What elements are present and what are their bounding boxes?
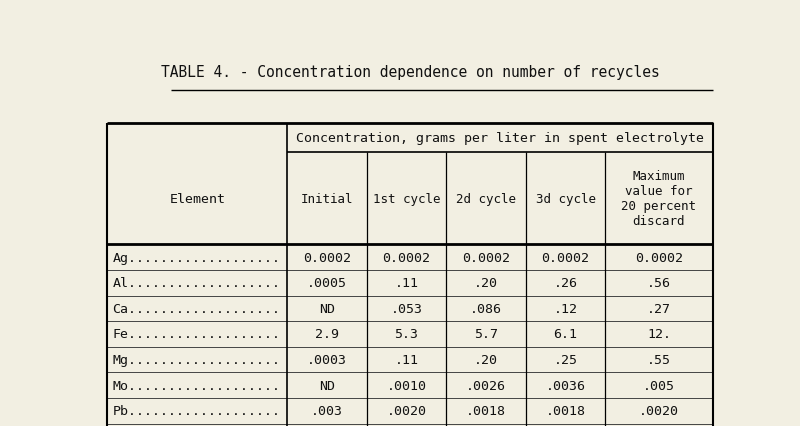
Text: .25: .25 bbox=[554, 353, 578, 366]
Text: .005: .005 bbox=[643, 379, 675, 392]
Text: Element: Element bbox=[170, 192, 226, 205]
Text: Ag...................: Ag................... bbox=[112, 251, 280, 264]
Text: .20: .20 bbox=[474, 276, 498, 290]
Text: TABLE 4. - Concentration dependence on number of recycles: TABLE 4. - Concentration dependence on n… bbox=[161, 65, 659, 80]
Text: 1st cycle: 1st cycle bbox=[373, 192, 440, 205]
Text: 6.1: 6.1 bbox=[554, 328, 578, 341]
Text: .0018: .0018 bbox=[466, 404, 506, 417]
Text: Maximum
value for
20 percent
discard: Maximum value for 20 percent discard bbox=[622, 170, 697, 227]
Text: Pb...................: Pb................... bbox=[112, 404, 280, 417]
Text: 3d cycle: 3d cycle bbox=[536, 192, 596, 205]
Text: 0.0002: 0.0002 bbox=[462, 251, 510, 264]
Text: .0026: .0026 bbox=[466, 379, 506, 392]
Text: .0010: .0010 bbox=[386, 379, 426, 392]
Text: .26: .26 bbox=[554, 276, 578, 290]
Text: Ca...................: Ca................... bbox=[112, 302, 280, 315]
Text: 0.0002: 0.0002 bbox=[382, 251, 430, 264]
Text: Concentration, grams per liter in spent electrolyte: Concentration, grams per liter in spent … bbox=[296, 132, 704, 144]
Text: Al...................: Al................... bbox=[112, 276, 280, 290]
Text: .0003: .0003 bbox=[307, 353, 347, 366]
Text: .053: .053 bbox=[390, 302, 422, 315]
Text: .0020: .0020 bbox=[639, 404, 679, 417]
Text: Fe...................: Fe................... bbox=[112, 328, 280, 341]
Text: .11: .11 bbox=[394, 353, 418, 366]
Text: Initial: Initial bbox=[301, 192, 354, 205]
Text: 12.: 12. bbox=[647, 328, 671, 341]
Text: .27: .27 bbox=[647, 302, 671, 315]
Text: .0005: .0005 bbox=[307, 276, 347, 290]
Text: .0020: .0020 bbox=[386, 404, 426, 417]
Text: ND: ND bbox=[319, 379, 335, 392]
Text: ND: ND bbox=[319, 302, 335, 315]
Text: 5.3: 5.3 bbox=[394, 328, 418, 341]
Text: .003: .003 bbox=[311, 404, 343, 417]
Text: 2.9: 2.9 bbox=[315, 328, 339, 341]
Text: 2d cycle: 2d cycle bbox=[456, 192, 516, 205]
Text: 5.7: 5.7 bbox=[474, 328, 498, 341]
Text: .56: .56 bbox=[647, 276, 671, 290]
Text: .12: .12 bbox=[554, 302, 578, 315]
Text: Mo...................: Mo................... bbox=[112, 379, 280, 392]
Text: .0018: .0018 bbox=[546, 404, 586, 417]
Text: .086: .086 bbox=[470, 302, 502, 315]
Text: Mg...................: Mg................... bbox=[112, 353, 280, 366]
Text: .55: .55 bbox=[647, 353, 671, 366]
Text: .20: .20 bbox=[474, 353, 498, 366]
Text: .0036: .0036 bbox=[546, 379, 586, 392]
Text: 0.0002: 0.0002 bbox=[303, 251, 351, 264]
Text: 0.0002: 0.0002 bbox=[635, 251, 683, 264]
Text: .11: .11 bbox=[394, 276, 418, 290]
Text: 0.0002: 0.0002 bbox=[542, 251, 590, 264]
